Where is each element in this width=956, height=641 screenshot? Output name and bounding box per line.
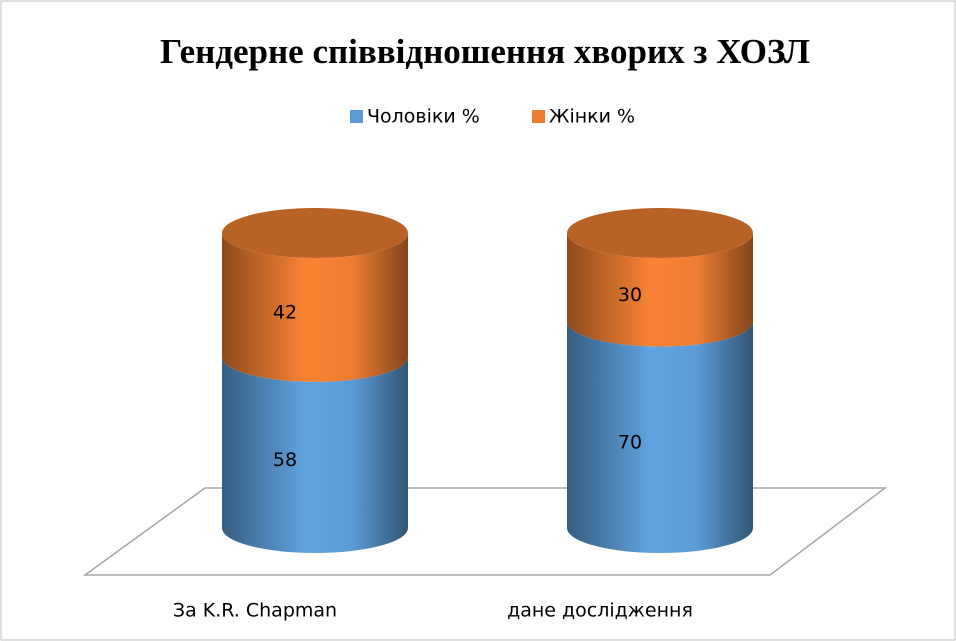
cylinder-segment — [567, 233, 753, 347]
floor — [82, 487, 888, 576]
cylinder-segment — [222, 356, 408, 553]
data-label: 58 — [273, 449, 297, 471]
cylinder-segment — [222, 233, 408, 382]
data-label: 70 — [618, 431, 642, 453]
legend-swatch — [532, 110, 545, 123]
legend-swatch — [350, 110, 363, 123]
chart-title: Гендерне співвідношення хворих з ХОЗЛ — [160, 32, 810, 71]
x-tick-label: За K.R. Chapman — [173, 600, 337, 622]
legend-label: Жінки % — [549, 106, 635, 128]
cylinder-top — [222, 208, 408, 258]
cylinder-segment — [567, 321, 753, 553]
data-label: 30 — [618, 284, 642, 306]
legend-label: Чоловіки % — [367, 106, 480, 128]
cylinder-top — [567, 208, 753, 258]
x-tick-label: дане дослідження — [507, 600, 693, 622]
data-label: 42 — [273, 301, 297, 323]
